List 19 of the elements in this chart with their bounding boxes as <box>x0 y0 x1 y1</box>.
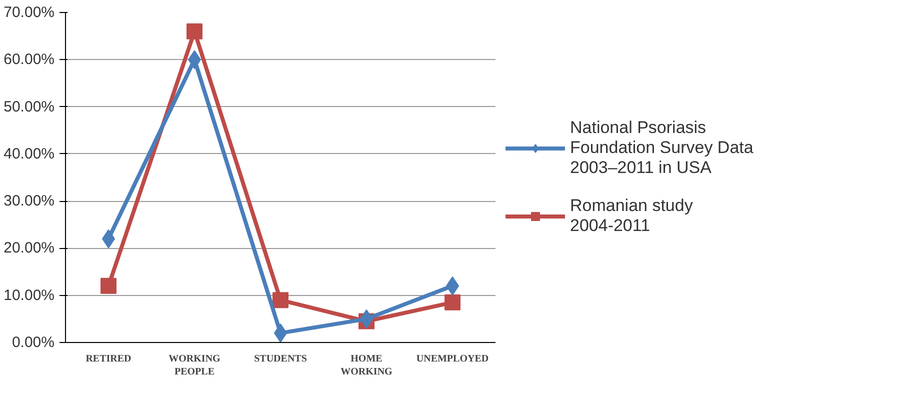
point <box>272 292 288 308</box>
legend-label: Romanian study 2004-2011 <box>570 196 693 236</box>
y-tick-label: 30.00% <box>4 192 54 210</box>
x-tick-label: UNEMPLOYED <box>416 354 489 364</box>
x-tick-label: RETIRED <box>86 354 132 364</box>
x-tick-label: WORKING PEOPLE <box>168 354 221 378</box>
y-tick-label: 60.00% <box>4 51 54 68</box>
y-tick-label: 0.00% <box>12 334 55 351</box>
point <box>100 278 116 294</box>
point <box>186 23 202 40</box>
x-tick-label: HOME WORKING <box>340 354 393 378</box>
legend-label: National Psoriasis Foundation Survey Data 2003–2011 in USA <box>570 118 754 178</box>
point <box>444 294 460 310</box>
y-tick-label: 50.00% <box>4 98 54 116</box>
y-tick-label: 70.00% <box>4 4 54 21</box>
y-tick-label: 20.00% <box>4 240 54 257</box>
x-tick-label: STUDENTS <box>254 354 308 364</box>
y-tick-label: 40.00% <box>4 145 54 162</box>
y-tick-label: 10.00% <box>4 286 54 304</box>
